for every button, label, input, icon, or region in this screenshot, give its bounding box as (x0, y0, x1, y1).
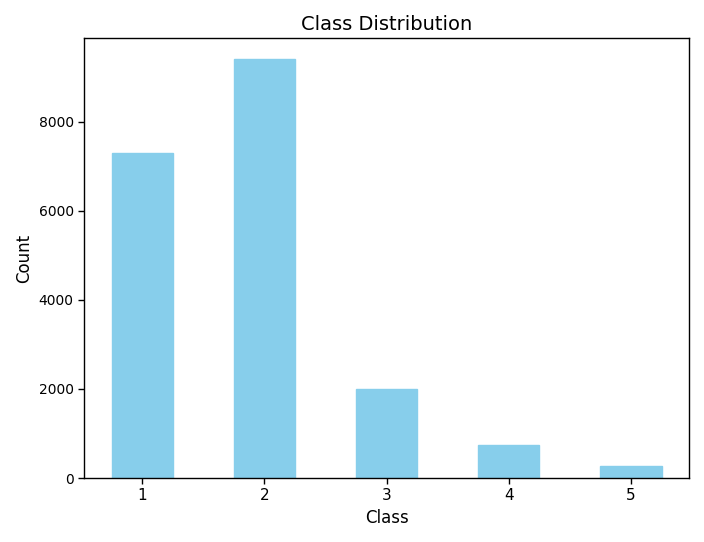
Bar (112, 153, 172, 478)
Title: Class Distribution: Class Distribution (301, 15, 472, 34)
Bar (356, 389, 417, 478)
X-axis label: Class: Class (365, 509, 408, 527)
Bar (234, 59, 295, 478)
Bar (601, 466, 662, 478)
Bar (478, 444, 539, 478)
Y-axis label: Count: Count (15, 234, 33, 283)
